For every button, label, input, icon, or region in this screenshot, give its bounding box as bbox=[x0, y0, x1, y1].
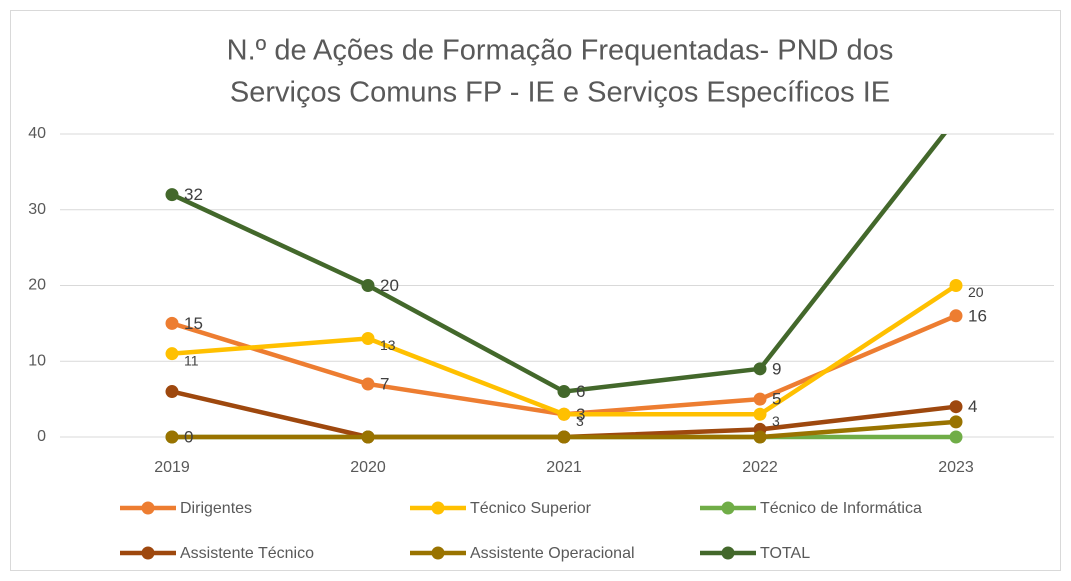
y-tick-label: 40 bbox=[28, 125, 46, 142]
data-label: 3 bbox=[576, 405, 585, 424]
data-point bbox=[165, 316, 179, 330]
data-label: 7 bbox=[380, 374, 389, 393]
y-tick-label: 20 bbox=[28, 277, 46, 294]
x-tick-label: 2019 bbox=[154, 459, 190, 476]
legend-label: Assistente Operacional bbox=[470, 545, 635, 562]
data-point bbox=[361, 377, 375, 391]
data-label: 3 bbox=[576, 413, 584, 429]
legend-label: Técnico de Informática bbox=[760, 500, 922, 517]
data-point bbox=[753, 392, 767, 406]
data-point bbox=[557, 385, 571, 399]
y-tick-label: 30 bbox=[28, 201, 46, 218]
legend-label: Assistente Técnico bbox=[180, 545, 314, 562]
data-label: 6 bbox=[576, 382, 585, 401]
data-point bbox=[949, 415, 963, 429]
data-point bbox=[557, 407, 571, 421]
data-label: 0 bbox=[184, 427, 193, 446]
data-point bbox=[361, 279, 375, 292]
data-label: 16 bbox=[968, 306, 987, 325]
plot-area bbox=[165, 134, 963, 444]
data-point bbox=[361, 332, 375, 346]
data-label: 13 bbox=[380, 337, 396, 353]
chart-frame bbox=[10, 10, 1061, 571]
data-point bbox=[165, 385, 179, 399]
data-label: 4 bbox=[968, 397, 977, 416]
y-tick-label: 10 bbox=[28, 352, 46, 369]
data-label: 15 bbox=[184, 314, 203, 333]
x-tick-label: 2020 bbox=[350, 459, 386, 476]
data-point bbox=[557, 430, 571, 444]
data-point bbox=[949, 400, 963, 414]
chart-title: Serviços Comuns FP - IE e Serviços Espec… bbox=[230, 77, 890, 109]
data-point bbox=[361, 430, 375, 444]
data-point bbox=[165, 430, 179, 444]
legend-label: TOTAL bbox=[760, 545, 810, 562]
legend-marker bbox=[431, 501, 445, 515]
y-tick-label: 0 bbox=[37, 428, 46, 445]
legend-marker bbox=[721, 501, 735, 515]
data-point bbox=[753, 407, 767, 421]
data-point bbox=[949, 430, 963, 444]
data-point bbox=[165, 347, 179, 361]
data-label: 11 bbox=[184, 352, 199, 368]
legend-marker bbox=[431, 546, 445, 560]
data-label: 20 bbox=[968, 284, 984, 300]
legend-marker bbox=[721, 546, 735, 560]
legend-marker bbox=[141, 546, 155, 560]
chart-title: N.º de Ações de Formação Frequentadas- P… bbox=[227, 35, 894, 67]
data-label: 5 bbox=[772, 390, 781, 409]
data-point bbox=[753, 430, 767, 444]
data-point bbox=[949, 309, 963, 323]
data-label: 3 bbox=[772, 413, 780, 429]
data-label: 9 bbox=[772, 359, 781, 378]
x-tick-label: 2021 bbox=[546, 459, 582, 476]
legend-label: Dirigentes bbox=[180, 500, 252, 517]
data-point bbox=[165, 188, 179, 202]
x-tick-label: 2022 bbox=[742, 459, 778, 476]
legend-label: Técnico Superior bbox=[470, 500, 592, 517]
data-point bbox=[949, 279, 963, 292]
data-label: 20 bbox=[380, 276, 399, 295]
data-point bbox=[753, 362, 767, 376]
x-tick-label: 2023 bbox=[938, 459, 974, 476]
legend-marker bbox=[141, 501, 155, 515]
data-label: 32 bbox=[184, 185, 203, 204]
